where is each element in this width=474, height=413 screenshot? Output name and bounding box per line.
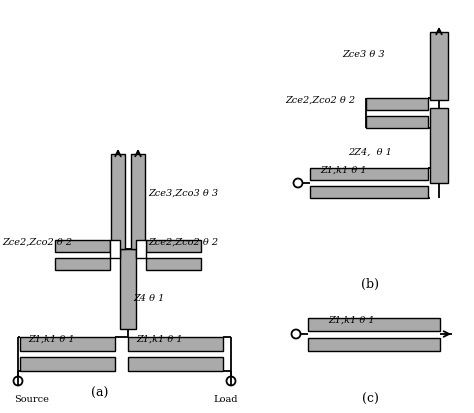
Text: Zce3,Zco3 θ 3: Zce3,Zco3 θ 3 xyxy=(148,189,218,198)
Text: (c): (c) xyxy=(362,393,378,406)
Bar xyxy=(310,186,428,198)
Text: (b): (b) xyxy=(361,278,379,291)
Bar xyxy=(146,240,201,252)
Bar xyxy=(430,108,448,183)
Bar xyxy=(20,337,115,351)
Bar xyxy=(110,240,120,258)
Text: Zce2,Zco2 θ 2: Zce2,Zco2 θ 2 xyxy=(285,96,355,105)
Bar xyxy=(120,249,136,329)
Bar xyxy=(146,258,201,270)
Text: (a): (a) xyxy=(91,387,109,400)
Text: Zce2,Zco2 θ 2: Zce2,Zco2 θ 2 xyxy=(2,238,72,247)
Text: Zce2,Zco2 θ 2: Zce2,Zco2 θ 2 xyxy=(148,238,218,247)
Bar xyxy=(20,357,115,371)
Bar xyxy=(310,168,428,180)
Text: 2Z4,  θ 1: 2Z4, θ 1 xyxy=(348,148,392,157)
Bar xyxy=(55,258,110,270)
Bar xyxy=(430,32,448,100)
Text: Source: Source xyxy=(14,395,49,404)
Bar xyxy=(136,240,146,258)
Bar xyxy=(366,116,428,128)
Bar xyxy=(366,98,428,110)
Text: Load: Load xyxy=(213,395,237,404)
Bar xyxy=(55,240,110,252)
Text: Z4 θ 1: Z4 θ 1 xyxy=(133,294,164,303)
Text: Z1,k1 θ 1: Z1,k1 θ 1 xyxy=(136,335,182,344)
Text: Zce3 θ 3: Zce3 θ 3 xyxy=(342,50,384,59)
Text: Z1,k1 θ 1: Z1,k1 θ 1 xyxy=(28,335,74,344)
Text: Z1,k1 θ 1: Z1,k1 θ 1 xyxy=(328,316,374,325)
Bar xyxy=(111,154,125,249)
Text: Z1,k1 θ 1: Z1,k1 θ 1 xyxy=(320,166,366,175)
Bar xyxy=(308,338,440,351)
Bar xyxy=(131,154,145,249)
Bar xyxy=(128,337,223,351)
Bar xyxy=(128,357,223,371)
Bar xyxy=(308,318,440,331)
